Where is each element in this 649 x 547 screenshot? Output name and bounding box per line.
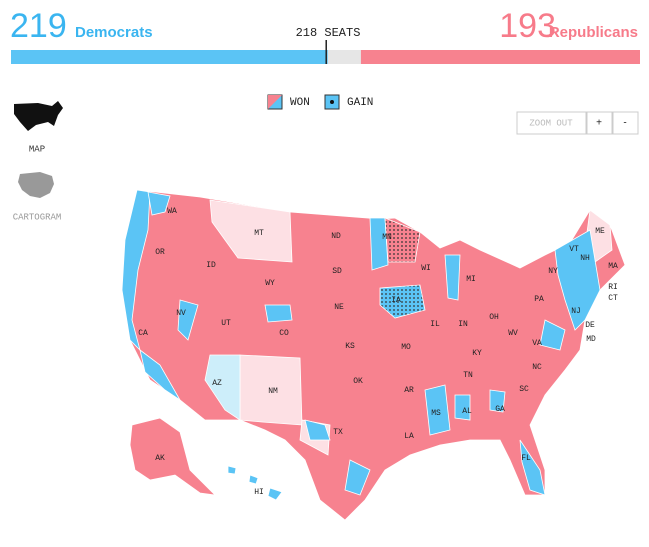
state-label: SD (332, 267, 342, 276)
zoom-in-button[interactable] (586, 111, 613, 135)
state-label: AR (404, 386, 414, 395)
state-label: MS (431, 409, 441, 418)
rep-label: Republicans (549, 24, 638, 41)
state-label: MN (382, 233, 392, 242)
state-label: CO (279, 329, 289, 338)
ak-shape (129, 417, 217, 496)
state-label: ID (206, 261, 216, 270)
ia-gain-shape (379, 284, 426, 319)
gain-dot (330, 100, 334, 104)
state-label: IL (430, 320, 440, 329)
won-swatch-half (268, 95, 282, 109)
state-label: WY (265, 279, 275, 288)
rep-bar (360, 50, 640, 64)
tx-south-shape (344, 459, 371, 496)
state-label: MO (401, 343, 411, 352)
legend-won: WON (290, 97, 310, 109)
state-label: HI (254, 488, 264, 497)
northeast-shape (554, 229, 601, 331)
zoom-minus-label[interactable]: - (623, 118, 626, 129)
mn-gain-shape (384, 217, 421, 263)
state-label: KS (345, 342, 355, 351)
state-label: ME (595, 227, 605, 236)
state-label: IA (391, 296, 401, 305)
mn-blue-shape (369, 217, 389, 271)
state-label: VA (532, 339, 542, 348)
map-shapes (121, 189, 626, 521)
state-label: WV (508, 329, 518, 338)
dem-seats: 219 (10, 7, 67, 45)
nv-shape (177, 299, 199, 341)
state-label: LA (404, 432, 414, 441)
tx-border-shape (304, 419, 331, 441)
state-label: OH (489, 313, 499, 322)
dem-label: Democrats (75, 24, 153, 41)
state-label: PA (534, 295, 544, 304)
state-label: FL (521, 454, 531, 463)
zoom-out-button[interactable] (516, 111, 587, 135)
map-icon[interactable] (14, 101, 63, 131)
state-label: NY (548, 267, 558, 276)
hi-shape (227, 465, 283, 501)
state-label: WA (167, 207, 177, 216)
zoom-in-label[interactable]: + (596, 118, 602, 129)
zoom-minus-button[interactable] (612, 111, 639, 135)
va-shape (539, 319, 566, 351)
state-label: NM (268, 387, 278, 396)
state-label: RI (608, 283, 618, 292)
al-shape (454, 394, 471, 421)
mt-shape (209, 199, 293, 263)
state-label: WI (421, 264, 431, 273)
ga-shape (489, 389, 506, 413)
state-label: NH (580, 254, 590, 263)
west-coast-shape (121, 189, 151, 352)
state-label: TN (463, 371, 473, 380)
fl-shape (519, 439, 546, 496)
majority-label: 218 SEATS (296, 26, 361, 40)
state-label: KY (472, 349, 482, 358)
state-label: NC (532, 363, 542, 372)
cartogram-view-label[interactable]: CARTOGRAM (13, 212, 62, 222)
state-label: CA (138, 329, 148, 338)
state-label: MI (466, 275, 476, 284)
az-light-shape (204, 354, 241, 421)
ms-shape (424, 384, 451, 436)
cartogram-icon[interactable] (18, 172, 54, 198)
state-label: UT (221, 319, 231, 328)
rep-seats: 193 (499, 7, 556, 45)
dem-bar (11, 50, 328, 64)
state-label: VT (569, 245, 579, 254)
state-label: OK (353, 377, 363, 386)
co-shape (264, 304, 293, 323)
chicago-shape (444, 254, 461, 301)
state-label: AK (155, 454, 165, 463)
state-label: MA (608, 262, 618, 271)
state-label: AL (462, 407, 472, 416)
map-view-label[interactable]: MAP (29, 144, 45, 154)
seattle-shape (147, 191, 171, 216)
us-lower48 (121, 189, 626, 521)
state-label: MD (586, 335, 596, 344)
state-label: SC (519, 385, 529, 394)
state-label: NV (176, 309, 186, 318)
state-label: DE (585, 321, 595, 330)
state-label: NJ (571, 307, 581, 316)
state-label: NE (334, 303, 344, 312)
state-label: ND (331, 232, 341, 241)
state-label: MT (254, 229, 264, 238)
state-label: CT (608, 294, 618, 303)
state-label: IN (458, 320, 468, 329)
state-label: OR (155, 248, 165, 257)
legend-gain: GAIN (347, 97, 373, 109)
state-label: GA (495, 405, 505, 414)
la-shape (139, 349, 181, 401)
zoom-out-label[interactable]: ZOOM OUT (529, 118, 573, 128)
state-label: TX (333, 428, 343, 437)
state-label: AZ (212, 379, 222, 388)
